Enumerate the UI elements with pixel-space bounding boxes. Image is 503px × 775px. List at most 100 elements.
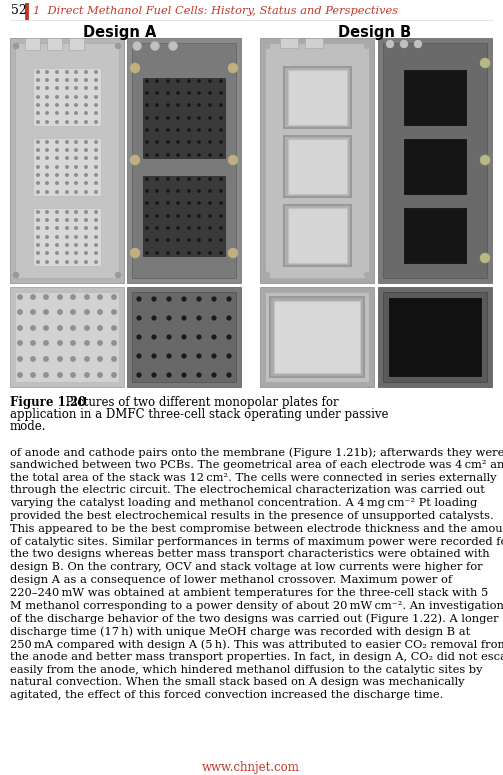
Circle shape xyxy=(167,373,171,377)
Circle shape xyxy=(66,181,68,184)
Circle shape xyxy=(188,129,190,131)
Circle shape xyxy=(197,354,201,358)
Circle shape xyxy=(198,202,200,204)
Circle shape xyxy=(177,154,179,156)
Circle shape xyxy=(75,243,77,246)
Circle shape xyxy=(95,87,97,89)
Text: discharge time (17 h) with unique MeOH charge was recorded with design B at: discharge time (17 h) with unique MeOH c… xyxy=(10,626,470,637)
Circle shape xyxy=(75,252,77,254)
Circle shape xyxy=(167,129,169,131)
Circle shape xyxy=(85,71,88,74)
Bar xyxy=(69,38,84,50)
Circle shape xyxy=(75,149,77,151)
Circle shape xyxy=(365,43,370,49)
Circle shape xyxy=(146,239,148,241)
Circle shape xyxy=(58,294,62,299)
Circle shape xyxy=(152,354,156,358)
Circle shape xyxy=(66,87,68,89)
Circle shape xyxy=(85,87,88,89)
Circle shape xyxy=(209,215,211,217)
Circle shape xyxy=(212,297,216,301)
Circle shape xyxy=(46,252,48,254)
Circle shape xyxy=(95,166,97,168)
Bar xyxy=(265,43,369,278)
Circle shape xyxy=(220,117,222,119)
Circle shape xyxy=(156,202,158,204)
Circle shape xyxy=(37,236,39,238)
Circle shape xyxy=(37,71,39,74)
Circle shape xyxy=(98,310,102,314)
Circle shape xyxy=(85,141,88,143)
Circle shape xyxy=(212,316,216,320)
Circle shape xyxy=(58,356,62,361)
Bar xyxy=(284,67,351,128)
Circle shape xyxy=(152,335,156,339)
Circle shape xyxy=(85,181,88,184)
Circle shape xyxy=(228,64,237,73)
Circle shape xyxy=(85,211,88,213)
Bar xyxy=(305,38,323,48)
Bar xyxy=(404,139,466,194)
Circle shape xyxy=(66,71,68,74)
Circle shape xyxy=(177,104,179,106)
Circle shape xyxy=(188,239,190,241)
Circle shape xyxy=(365,273,370,277)
Circle shape xyxy=(75,191,77,193)
Circle shape xyxy=(112,326,116,330)
Circle shape xyxy=(95,141,97,143)
Text: www.chnjet.com: www.chnjet.com xyxy=(202,762,300,774)
Circle shape xyxy=(46,104,48,106)
Bar xyxy=(288,70,347,125)
Bar xyxy=(265,292,369,382)
Circle shape xyxy=(85,191,88,193)
Circle shape xyxy=(146,227,148,229)
Bar xyxy=(33,138,101,196)
Circle shape xyxy=(85,174,88,176)
Bar xyxy=(288,139,347,194)
Circle shape xyxy=(37,227,39,229)
Circle shape xyxy=(46,95,48,98)
Circle shape xyxy=(46,141,48,143)
Circle shape xyxy=(212,335,216,339)
Circle shape xyxy=(71,294,75,299)
Circle shape xyxy=(75,260,77,264)
Text: sandwiched between two PCBs. The geometrical area of each electrode was 4 cm² an: sandwiched between two PCBs. The geometr… xyxy=(10,460,503,470)
Circle shape xyxy=(66,260,68,264)
Circle shape xyxy=(37,243,39,246)
Circle shape xyxy=(188,80,190,82)
Circle shape xyxy=(188,178,190,180)
Bar xyxy=(47,38,62,50)
Circle shape xyxy=(167,92,169,94)
Bar xyxy=(383,292,487,382)
Circle shape xyxy=(95,104,97,106)
Text: of the discharge behavior of the two designs was carried out (Figure 1.22). A lo: of the discharge behavior of the two des… xyxy=(10,613,498,624)
Circle shape xyxy=(37,104,39,106)
Circle shape xyxy=(37,174,39,176)
Circle shape xyxy=(66,79,68,81)
Circle shape xyxy=(71,356,75,361)
Circle shape xyxy=(95,95,97,98)
Circle shape xyxy=(66,174,68,176)
Circle shape xyxy=(66,243,68,246)
Bar xyxy=(404,70,466,125)
Circle shape xyxy=(146,215,148,217)
Circle shape xyxy=(56,191,58,193)
Circle shape xyxy=(182,373,186,377)
Circle shape xyxy=(44,356,48,361)
Circle shape xyxy=(177,92,179,94)
Circle shape xyxy=(167,227,169,229)
Circle shape xyxy=(75,79,77,81)
Circle shape xyxy=(197,316,201,320)
Circle shape xyxy=(66,104,68,106)
Circle shape xyxy=(95,181,97,184)
Circle shape xyxy=(198,141,200,143)
Circle shape xyxy=(46,227,48,229)
Text: varying the catalyst loading and methanol concentration. A 4 mg cm⁻² Pt loading: varying the catalyst loading and methano… xyxy=(10,498,477,508)
Bar xyxy=(25,38,40,50)
Circle shape xyxy=(209,190,211,192)
Circle shape xyxy=(156,154,158,156)
Circle shape xyxy=(85,149,88,151)
Circle shape xyxy=(98,326,102,330)
Circle shape xyxy=(209,92,211,94)
Circle shape xyxy=(95,112,97,114)
